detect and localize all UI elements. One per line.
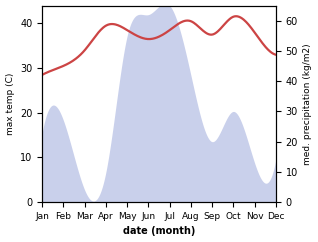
Y-axis label: med. precipitation (kg/m2): med. precipitation (kg/m2) <box>303 43 313 165</box>
Y-axis label: max temp (C): max temp (C) <box>5 73 15 135</box>
X-axis label: date (month): date (month) <box>123 227 195 236</box>
